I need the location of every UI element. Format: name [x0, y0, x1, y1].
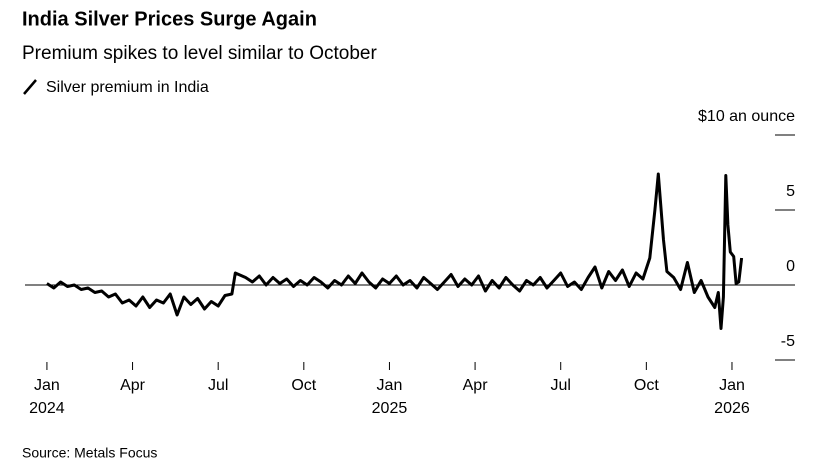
source: Source: Metals Focus [22, 445, 157, 461]
y-tick-label: 0 [786, 258, 795, 275]
x-tick-label: Jan [377, 377, 403, 394]
y-tick-label: $10 an ounce [698, 108, 795, 125]
chart-subtitle: Premium spikes to level similar to Octob… [22, 43, 377, 64]
x-tick-label: Apr [120, 377, 146, 394]
x-tick-year: 2026 [714, 400, 750, 417]
x-tick-label: Oct [291, 377, 316, 394]
x-tick-label: Apr [463, 377, 489, 394]
y-tick-label: 5 [786, 183, 795, 200]
x-tick-label: Jul [208, 377, 228, 394]
y-tick-label: -5 [781, 333, 795, 350]
x-tick-label: Jan [34, 377, 60, 394]
x-tick-year: 2024 [29, 400, 65, 417]
x-tick-year: 2025 [372, 400, 408, 417]
x-tick-label: Jul [550, 377, 570, 394]
x-tick-label: Oct [634, 377, 659, 394]
legend-label: Silver premium in India [46, 79, 209, 96]
x-tick-label: Jan [719, 377, 745, 394]
series-line [46, 172, 744, 330]
legend-icon [23, 79, 37, 95]
chart-title: India Silver Prices Surge Again [22, 8, 317, 30]
